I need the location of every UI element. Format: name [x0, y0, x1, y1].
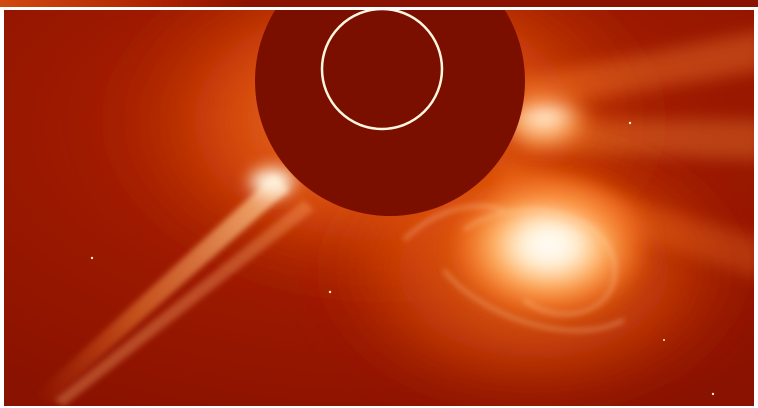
upper-right-rays: [494, 32, 754, 277]
left-streamer: [34, 175, 314, 406]
top-strip-glow: [0, 0, 250, 7]
left-limb-glow: [250, 168, 294, 196]
coronagraph-svg: [4, 10, 754, 406]
cme-loops: [402, 204, 625, 332]
top-strip: [0, 0, 758, 7]
star-specks: [90, 121, 715, 396]
coronagraph-image: [4, 10, 754, 406]
sun-outline-circle: [320, 10, 444, 131]
